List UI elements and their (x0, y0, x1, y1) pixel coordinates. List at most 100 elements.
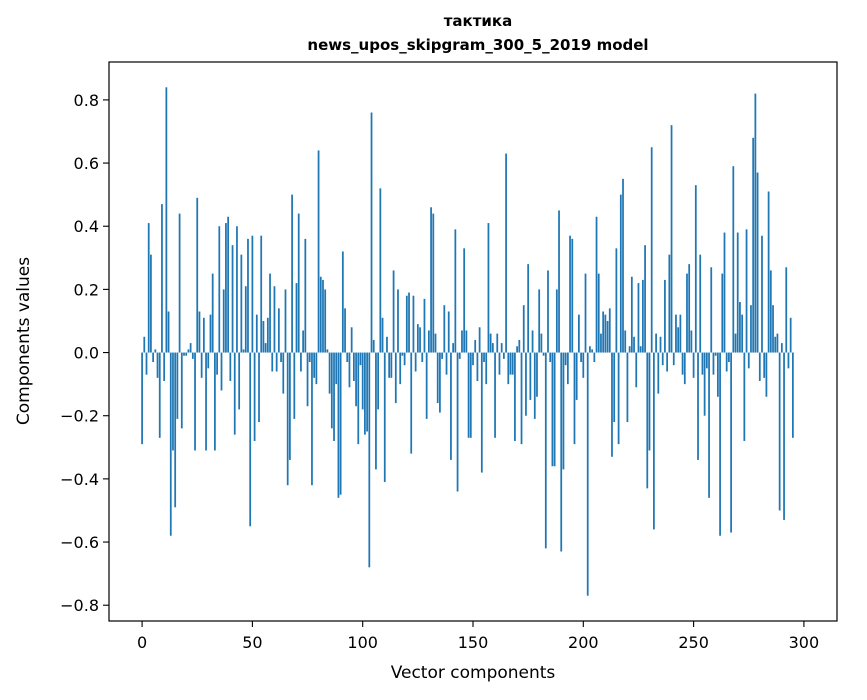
bar-70 (295, 283, 298, 353)
bar-79 (315, 352, 318, 385)
bar-196 (573, 352, 576, 445)
bar-182 (542, 352, 545, 356)
bar-9 (161, 204, 163, 353)
bar-154 (480, 352, 483, 473)
x-tick-label: 200 (568, 633, 599, 652)
y-tick-label: −0.6 (60, 533, 99, 552)
bar-15 (174, 352, 177, 508)
bar-150 (472, 352, 474, 366)
bar-272 (741, 314, 744, 353)
bar-221 (628, 346, 631, 353)
y-tick-label: −0.2 (60, 407, 99, 426)
bar-86 (330, 352, 333, 429)
bar-82 (322, 279, 324, 353)
bar-171 (518, 339, 521, 353)
bar-89 (337, 352, 340, 498)
bar-58 (269, 273, 271, 353)
bar-49 (249, 352, 252, 527)
bar-239 (668, 254, 671, 353)
bar-75 (306, 352, 309, 407)
bar-88 (335, 352, 338, 385)
bar-118 (401, 352, 404, 356)
bar-23 (191, 352, 194, 359)
bar-265 (725, 352, 728, 372)
bar-7 (156, 352, 159, 378)
bar-54 (260, 235, 263, 353)
bar-224 (635, 352, 638, 388)
bar-137 (443, 305, 446, 353)
bar-209 (602, 311, 605, 353)
bar-14 (172, 352, 174, 451)
bar-110 (383, 352, 386, 483)
bar-18 (180, 352, 183, 429)
bar-172 (520, 352, 523, 445)
plot-area-frame (108, 61, 838, 622)
bar-65 (284, 289, 287, 353)
bar-116 (397, 289, 399, 353)
bar-61 (275, 352, 278, 372)
bar-165 (505, 153, 507, 353)
x-tick-label: 0 (137, 633, 147, 652)
bar-57 (266, 317, 269, 353)
bar-40 (229, 352, 232, 381)
bar-69 (293, 352, 296, 419)
bar-119 (403, 352, 406, 366)
bar-22 (189, 343, 192, 353)
bar-30 (207, 352, 210, 369)
bar-243 (677, 327, 680, 353)
y-axis-ticks: −0.8 −0.6 −0.4 −0.2 0.0 0.2 0.4 0.6 0.8 (60, 91, 109, 615)
bar-197 (575, 352, 578, 400)
bar-120 (405, 295, 408, 353)
bar-159 (491, 343, 494, 353)
bar-293 (787, 352, 790, 369)
bar-78 (313, 352, 316, 378)
bar-73 (302, 330, 305, 353)
bar-280 (758, 352, 761, 381)
bar-244 (679, 314, 682, 353)
bar-87 (333, 352, 335, 441)
bar-260 (714, 352, 717, 356)
bar-4 (150, 254, 152, 353)
bar-114 (392, 270, 395, 353)
bar-247 (686, 273, 688, 353)
bar-266 (728, 352, 730, 363)
bar-74 (304, 238, 307, 353)
bar-11 (165, 87, 168, 353)
bar-163 (500, 343, 503, 353)
bar-3 (147, 223, 150, 353)
bar-289 (778, 352, 781, 511)
bar-186 (551, 352, 554, 467)
bar-185 (549, 352, 552, 363)
bar-106 (375, 352, 377, 470)
bar-107 (377, 352, 380, 410)
bar-113 (390, 352, 393, 378)
bar-96 (352, 352, 355, 381)
bar-47 (244, 286, 247, 353)
bar-143 (456, 352, 459, 492)
bar-207 (597, 273, 600, 353)
bar-231 (650, 147, 653, 353)
bar-201 (584, 273, 587, 353)
bar-series (141, 87, 794, 596)
bar-126 (419, 327, 421, 353)
bar-153 (478, 327, 481, 353)
bar-252 (697, 352, 699, 460)
bar-67 (289, 352, 291, 460)
bar-99 (359, 352, 362, 366)
bar-33 (214, 352, 216, 451)
bar-250 (692, 352, 695, 378)
bar-187 (553, 352, 556, 467)
bar-276 (750, 305, 752, 353)
bar-194 (569, 235, 571, 353)
bar-127 (421, 352, 424, 363)
bar-136 (441, 352, 443, 359)
bar-167 (509, 352, 512, 375)
bar-226 (639, 346, 642, 353)
bar-66 (286, 352, 289, 486)
bar-230 (648, 352, 651, 451)
bar-213 (611, 352, 613, 457)
bar-100 (361, 352, 364, 410)
bar-169 (514, 352, 516, 441)
bar-71 (297, 213, 300, 353)
